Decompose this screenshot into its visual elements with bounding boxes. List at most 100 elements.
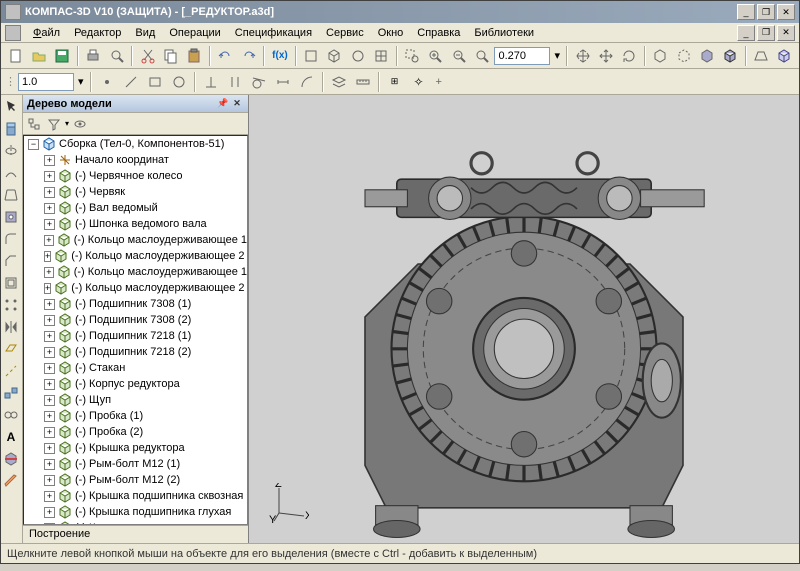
mdi-close-button[interactable]: ✕ [777,25,795,41]
menu-spec[interactable]: Спецификация [229,25,318,41]
menu-file[interactable]: Файл [27,25,66,41]
open-button[interactable] [28,45,49,67]
expander-icon[interactable]: + [44,475,55,486]
constraint-a-button[interactable] [200,71,222,93]
mate-tool-button[interactable] [1,405,21,425]
fx-button[interactable]: f(x) [269,45,290,67]
redo-button[interactable] [238,45,259,67]
menu-window[interactable]: Окно [372,25,410,41]
panel-pin-button[interactable]: 📌 [216,97,230,111]
menu-view[interactable]: Вид [129,25,161,41]
tree-item[interactable]: +(-) Стакан [40,360,247,376]
tree-item[interactable]: +(-) Подшипник 7308 (1) [40,296,247,312]
expander-icon[interactable]: + [44,155,55,166]
zoom-out-button[interactable] [448,45,469,67]
section-tool-button[interactable] [1,449,21,469]
tree-item[interactable]: +(-) Крышка подшипника глухая [40,504,247,520]
perspective-button[interactable] [751,45,772,67]
view-shaded-edges-button[interactable] [719,45,740,67]
sketch-point-button[interactable] [96,71,118,93]
expander-icon[interactable]: + [44,315,55,326]
sketch-line-button[interactable] [120,71,142,93]
tree-item[interactable]: +(-) Подшипник 7218 (1) [40,328,247,344]
constraint-b-button[interactable] [224,71,246,93]
pattern-tool-button[interactable] [1,295,21,315]
tree-show-button[interactable] [71,115,89,133]
expander-icon[interactable]: + [44,411,55,422]
dropdown-icon[interactable]: ▾ [65,119,69,128]
tree-item[interactable]: +(-) Рым-болт М12 (2) [40,472,247,488]
tree-item[interactable]: +(-) Кольцо маслоудерживающее 1 [40,232,247,248]
expander-icon[interactable]: + [44,251,51,262]
cut-button[interactable] [137,45,158,67]
expander-icon[interactable]: + [44,459,55,470]
expander-icon[interactable]: + [44,491,55,502]
text-tool-button[interactable]: A [1,427,21,447]
save-button[interactable] [51,45,72,67]
constraint-d-button[interactable] [272,71,294,93]
tree-item[interactable]: +(-) Червячное колесо [40,168,247,184]
expander-icon[interactable]: + [44,267,54,278]
chamfer-tool-button[interactable] [1,251,21,271]
view-shaded-button[interactable] [696,45,717,67]
tree-item[interactable]: +(-) Корпус редуктора [40,376,247,392]
menu-editor[interactable]: Редактор [68,25,127,41]
pan-button[interactable] [572,45,593,67]
tree-item[interactable]: +(-) Кольцо маслоудерживающее 2 (2) [40,280,247,296]
view-wire-button[interactable] [650,45,671,67]
mirror-tool-button[interactable] [1,317,21,337]
expander-icon[interactable]: − [28,139,39,150]
tree-filter-button[interactable] [45,115,63,133]
tree-item[interactable]: +(-) Щуп [40,392,247,408]
mdi-minimize-button[interactable]: _ [737,25,755,41]
panel-tab[interactable]: Построение [23,525,248,543]
minimize-button[interactable]: _ [737,4,755,20]
assembly-tool-button[interactable] [1,383,21,403]
ortho-button[interactable]: ⊞ [384,71,406,93]
tree-item[interactable]: +(-) Подшипник 7218 (2) [40,344,247,360]
menu-help[interactable]: Справка [411,25,466,41]
expander-icon[interactable]: + [44,235,54,246]
sketch-rect-button[interactable] [144,71,166,93]
constraint-c-button[interactable] [248,71,270,93]
move-button[interactable] [595,45,616,67]
tree-item[interactable]: +(-) Червяк [40,184,247,200]
rotate-button[interactable] [618,45,639,67]
layer-button[interactable] [328,71,350,93]
constraint-e-button[interactable] [296,71,318,93]
tree-item[interactable]: +(-) Вал ведомый [40,200,247,216]
plane-tool-button[interactable] [1,339,21,359]
menu-libraries[interactable]: Библиотеки [468,25,540,41]
tool-d-button[interactable] [370,45,391,67]
axis-tool-button[interactable] [1,361,21,381]
expander-icon[interactable]: + [44,395,55,406]
tool-c-button[interactable] [347,45,368,67]
expander-icon[interactable]: + [44,379,55,390]
print-button[interactable] [83,45,104,67]
sketch-circle-button[interactable] [168,71,190,93]
zoom-in-button[interactable] [425,45,446,67]
expander-icon[interactable]: + [44,171,55,182]
expander-icon[interactable]: + [44,363,55,374]
new-doc-button[interactable] [5,45,26,67]
tree-item[interactable]: +(-) Пробка (2) [40,424,247,440]
expander-icon[interactable]: + [44,507,55,518]
grip-icon[interactable]: ⋮ [5,75,16,88]
menu-operations[interactable]: Операции [163,25,226,41]
undo-button[interactable] [215,45,236,67]
maximize-button[interactable]: ❐ [757,4,775,20]
tree-origin[interactable]: + Начало координат [40,152,247,168]
shell-tool-button[interactable] [1,273,21,293]
zoom-input[interactable] [494,47,550,65]
snap-button[interactable]: ✧ [408,71,430,93]
preview-button[interactable] [106,45,127,67]
tree-item[interactable]: +(-) Кольцо маслоудерживающее 1 [40,264,247,280]
sketch-tool-button[interactable] [1,471,21,491]
tree-item[interactable]: +(-) Шпонка ведомого вала [40,216,247,232]
measure-button[interactable] [352,71,374,93]
mdi-restore-button[interactable]: ❐ [757,25,775,41]
view-hidden-button[interactable] [673,45,694,67]
copy-button[interactable] [160,45,181,67]
revolve-tool-button[interactable] [1,141,21,161]
tree-item[interactable]: +(-) Пробка (1) [40,408,247,424]
